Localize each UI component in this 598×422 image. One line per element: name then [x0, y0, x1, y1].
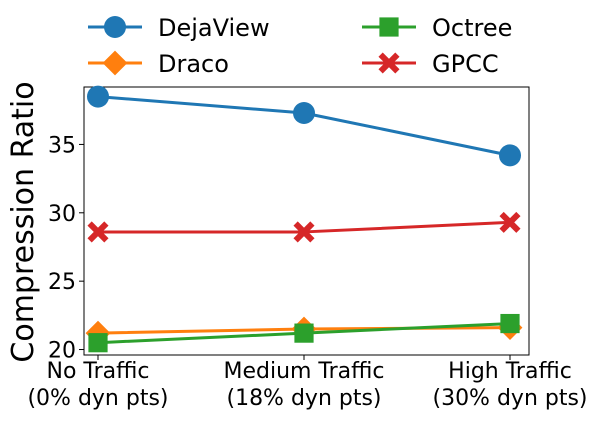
y-tick-label: 20 — [48, 339, 76, 364]
data-point-dejaview — [499, 144, 521, 167]
data-point-gpcc — [499, 211, 521, 233]
x-tick-label: High Traffic (30% dyn pts) — [432, 359, 587, 411]
plot-frame — [83, 86, 530, 356]
legend-item-draco: Draco — [88, 50, 229, 78]
data-point-dejaview — [87, 85, 109, 108]
legend-marker-octree — [379, 17, 399, 37]
data-point-octree — [500, 313, 520, 334]
series-group — [85, 85, 523, 353]
legend-label-gpcc: GPCC — [432, 50, 499, 78]
data-point-dejaview — [293, 101, 315, 124]
data-point-octree — [294, 323, 314, 343]
series-dejaview — [87, 85, 521, 167]
legend-item-gpcc: GPCC — [362, 50, 499, 78]
legend-label-dejaview: DejaView — [158, 14, 270, 42]
data-point-gpcc — [87, 221, 109, 243]
legend-marker-dejaview — [104, 16, 126, 38]
series-gpcc — [87, 211, 521, 243]
y-axis-label: Compression Ratio — [6, 81, 41, 362]
legend: DejaView Draco Octree GPCC — [88, 14, 512, 78]
data-point-gpcc — [293, 221, 315, 243]
legend-item-dejaview: DejaView — [88, 14, 270, 42]
legend-label-draco: Draco — [158, 50, 229, 78]
legend-label-octree: Octree — [432, 14, 512, 42]
series-octree — [88, 313, 520, 353]
y-tick-label: 25 — [48, 270, 76, 295]
axes: 20 25 30 35 No Traffic (0% dyn pts) Medium Tra… — [27, 86, 588, 411]
legend-marker-gpcc — [378, 52, 400, 74]
x-tick-label: No Traffic (0% dyn pts) — [27, 359, 168, 411]
y-tick-label: 30 — [48, 202, 76, 227]
data-point-octree — [88, 333, 108, 353]
legend-marker-draco — [102, 50, 128, 76]
x-tick-label: Medium Traffic (18% dyn pts) — [223, 359, 384, 411]
legend-item-octree: Octree — [362, 14, 512, 42]
y-tick-label: 35 — [48, 133, 76, 158]
